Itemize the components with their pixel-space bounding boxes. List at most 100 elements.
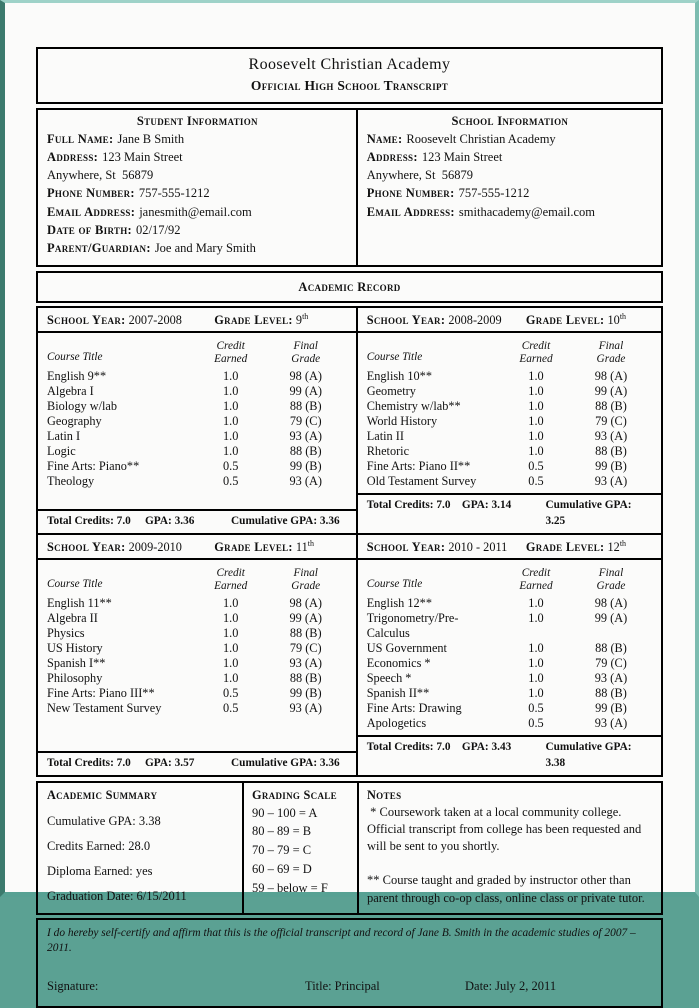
notes: Notes * Coursework taken at a local comm… <box>357 782 661 914</box>
course-title: Biology w/lab <box>47 398 118 413</box>
credit-earned-column: Credit Earned <box>519 566 553 592</box>
course-credit: 0.5 <box>528 701 544 716</box>
transcript-header: Roosevelt Christian Academy Official Hig… <box>36 47 663 104</box>
course-title: Fine Arts: Drawing <box>366 701 462 716</box>
course-grade: 99 (A) <box>289 383 322 398</box>
course-title: New Testament Survey <box>47 701 162 716</box>
course-row: Fine Arts: Drawing 0.5 99 (B) <box>367 701 651 716</box>
course-grade: 88 (B) <box>595 398 627 413</box>
cumulative-gpa: Cumulative GPA: 3.25 <box>545 499 632 527</box>
term-gpa: GPA: 3.43 <box>461 741 512 754</box>
course-row: Fine Arts: Piano III** 0.5 99 (B) <box>47 686 346 701</box>
course-credit: 1.0 <box>223 383 239 398</box>
course-credit: 0.5 <box>223 701 239 716</box>
certification-statement: I do hereby self-certify and affirm that… <box>47 927 636 955</box>
total-credits: Total Credits: 7.0 <box>47 756 131 769</box>
grade-level: Grade Level: 11th <box>214 538 314 555</box>
date-line: Date: July 2, 2011 <box>465 978 557 993</box>
course-title-column: Course Title <box>47 578 103 591</box>
notes-heading: Notes <box>367 787 402 802</box>
term-header: School Year: 2009-2010 Grade Level: 11th <box>38 535 356 560</box>
course-credit: 1.0 <box>528 671 544 686</box>
course-table-header: Course Title Credit Earned Final Grade <box>38 333 356 367</box>
school-information: School Information Name: Roosevelt Christ… <box>355 109 661 266</box>
course-title: US Government <box>366 640 447 655</box>
info-value: 757-555-1212 <box>458 186 530 201</box>
course-row: Fine Arts: Piano II** 0.5 99 (B) <box>367 459 651 474</box>
information-section: Student Information Full Name: Jane B Smi… <box>36 107 663 268</box>
grade-level: Grade Level: 9th <box>214 311 309 328</box>
course-credit: 1.0 <box>223 368 239 383</box>
course-table-header: Course Title Credit Earned Final Grade <box>358 560 661 594</box>
term-totals: Total Credits: 7.0 GPA: 3.57 Cumulative … <box>38 750 356 775</box>
grading-scale: Grading Scale 90 – 100 = A 80 – 89 = B 7… <box>242 782 357 914</box>
info-line: Full Name: Jane B Smith <box>47 130 348 148</box>
grading-scale-line: 90 – 100 = A <box>252 805 318 820</box>
info-line: Email Address: janesmith@email.com <box>47 203 348 221</box>
course-title: English 10** <box>366 368 432 383</box>
course-credit: 0.5 <box>223 459 239 474</box>
course-grade: 79 (C) <box>595 413 627 428</box>
grading-scale-line: 70 – 79 = C <box>252 843 312 858</box>
course-row: Logic 1.0 88 (B) <box>47 444 346 459</box>
course-title: World History <box>366 413 438 428</box>
course-row: Spanish II** 1.0 88 (B) <box>367 686 651 701</box>
course-title: Spanish I** <box>47 655 106 670</box>
term-2007-2008: School Year: 2007-2008 Grade Level: 9th … <box>38 308 356 533</box>
school-year: School Year: 2007-2008 <box>47 312 182 327</box>
info-line: Email Address: smithacademy@email.com <box>367 203 653 221</box>
info-value: 02/17/92 <box>136 222 181 237</box>
term-2008-2009: School Year: 2008-2009 Grade Level: 10th… <box>355 307 661 533</box>
final-grade-column: Final Grade <box>596 566 626 592</box>
course-credit: 1.0 <box>223 429 239 444</box>
course-grade: 93 (A) <box>594 429 628 444</box>
final-grade-column: Final Grade <box>596 339 626 365</box>
course-row: Theology 0.5 93 (A) <box>47 474 346 489</box>
total-credits: Total Credits: 7.0 <box>366 741 451 754</box>
course-grade: 98 (A) <box>289 595 322 610</box>
term-totals: Total Credits: 7.0 GPA: 3.36 Cumulative … <box>38 508 356 533</box>
final-grade-column: Final Grade <box>291 566 321 592</box>
course-table-body: English 11** 1.0 98 (A) Algebra II 1.0 9… <box>38 594 356 751</box>
academic-summary-lines: Cumulative GPA: 3.38 Credits Earned: 28.… <box>47 813 232 904</box>
course-grade: 98 (A) <box>289 368 322 383</box>
course-grade: 88 (B) <box>289 625 322 640</box>
summary-line: Graduation Date: 6/15/2011 <box>47 888 187 903</box>
term-2009-2010: School Year: 2009-2010 Grade Level: 11th… <box>38 532 356 775</box>
info-value: janesmith@email.com <box>139 204 252 219</box>
info-value: Joe and Mary Smith <box>154 240 256 255</box>
info-value: 757-555-1212 <box>138 186 210 201</box>
course-table-body: English 10** 1.0 98 (A) Geometry 1.0 99 … <box>358 367 661 494</box>
course-grade: 79 (C) <box>289 413 322 428</box>
term-header: School Year: 2008-2009 Grade Level: 10th <box>357 308 661 333</box>
school-year: School Year: 2010 - 2011 <box>366 539 508 554</box>
academic-summary-heading: Academic Summary <box>47 787 158 802</box>
course-row: Old Testament Survey 0.5 93 (A) <box>367 474 651 489</box>
info-label: Phone Number: <box>366 186 455 201</box>
course-row: New Testament Survey 0.5 93 (A) <box>47 701 346 716</box>
course-table-body: English 9** 1.0 98 (A) Algebra I 1.0 99 … <box>38 367 356 509</box>
course-grade: 93 (A) <box>289 701 322 716</box>
course-title-column: Course Title <box>47 351 103 364</box>
student-information-heading: Student Information <box>136 113 258 128</box>
course-row: Economics * 1.0 79 (C) <box>367 656 651 671</box>
term-gpa: GPA: 3.36 <box>145 514 195 527</box>
course-row: US History 1.0 79 (C) <box>47 641 346 656</box>
course-title: Geography <box>47 413 102 428</box>
course-grade: 98 (A) <box>594 368 628 383</box>
course-title: Rhetoric <box>366 444 410 459</box>
info-label: Date of Birth: <box>47 222 133 237</box>
course-credit: 1.0 <box>528 640 544 655</box>
info-value: 123 Main Street <box>421 149 503 164</box>
course-title: Economics * <box>366 655 431 670</box>
term-totals: Total Credits: 7.0 GPA: 3.14 Cumulative … <box>357 493 661 533</box>
course-grade: 99 (B) <box>595 459 627 474</box>
course-credit: 1.0 <box>223 444 239 459</box>
course-row: World History 1.0 79 (C) <box>367 414 651 429</box>
term-header: School Year: 2010 - 2011 Grade Level: 12… <box>357 535 661 560</box>
term-gpa: GPA: 3.14 <box>461 499 512 512</box>
course-row: English 12** 1.0 98 (A) <box>367 596 651 611</box>
course-title: Logic <box>47 444 76 459</box>
info-label: Parent/Guardian: <box>47 240 151 255</box>
course-grade: 93 (A) <box>594 671 628 686</box>
